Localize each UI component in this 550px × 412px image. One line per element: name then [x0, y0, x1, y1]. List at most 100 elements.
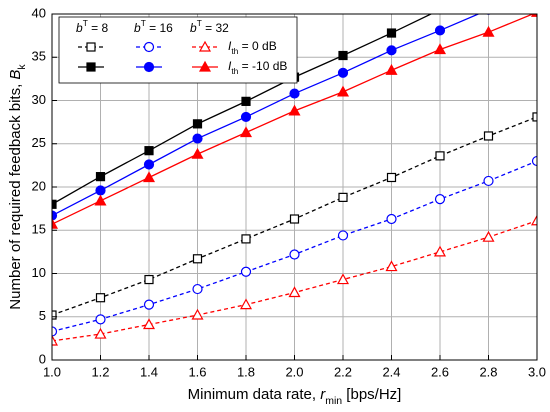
legend-marker	[86, 42, 96, 52]
marker	[532, 112, 537, 122]
marker	[143, 299, 155, 310]
marker	[435, 14, 445, 15]
marker	[241, 96, 251, 106]
marker	[239, 298, 253, 310]
marker	[289, 214, 300, 224]
marker	[289, 88, 300, 99]
x-tick-label: 3.0	[528, 364, 546, 379]
marker	[531, 155, 537, 167]
text-part: k	[16, 64, 28, 70]
text-part: B	[7, 70, 24, 80]
marker	[241, 234, 251, 244]
marker	[435, 151, 445, 161]
marker	[337, 230, 349, 241]
marker	[482, 25, 495, 37]
text-part: r	[320, 386, 326, 403]
marker	[288, 104, 301, 116]
marker	[142, 318, 156, 330]
text-part: Minimum data rate,	[188, 386, 321, 403]
marker	[192, 133, 203, 144]
legend-column-label: bT = 8	[76, 18, 108, 35]
legend-box	[58, 16, 298, 84]
marker	[240, 266, 252, 277]
text-part: b	[134, 21, 141, 35]
text-part: = 16	[146, 21, 173, 35]
text-part: b	[190, 21, 197, 35]
text-part: = 0 dB	[238, 39, 276, 53]
text-part: T	[83, 18, 88, 28]
marker	[191, 147, 204, 159]
marker	[386, 45, 397, 56]
legend-row-label: Ith = -10 dB	[228, 59, 287, 76]
marker	[288, 286, 301, 298]
legend-marker	[143, 61, 155, 73]
text-part: Number of required feedback bits,	[7, 80, 24, 310]
legend-column-label: bT = 32	[190, 18, 229, 35]
legend-column-label: bT = 16	[134, 18, 173, 35]
marker	[433, 245, 447, 257]
marker	[337, 67, 349, 78]
marker	[385, 63, 398, 75]
text-part: = -10 dB	[238, 59, 287, 73]
y-axis-label: Number of required feedback bits, Bk	[7, 64, 28, 310]
legend-row-label: Ith = 0 dB	[228, 39, 277, 56]
marker	[386, 213, 397, 225]
marker	[336, 273, 350, 285]
marker	[143, 159, 155, 170]
x-tick-label: 2.2	[334, 364, 352, 379]
legend-marker	[86, 62, 96, 72]
plot-area	[52, 14, 537, 346]
x-tick-label: 2.8	[479, 364, 497, 379]
marker	[52, 217, 59, 229]
marker	[433, 43, 447, 55]
marker	[483, 131, 494, 141]
marker	[52, 326, 58, 337]
legend-marker	[198, 40, 212, 52]
marker	[239, 126, 253, 138]
marker	[386, 172, 397, 183]
x-tick-label: 2.4	[382, 364, 400, 379]
x-tick-label: 1.2	[91, 364, 109, 379]
marker	[52, 210, 58, 221]
marker	[192, 119, 203, 129]
marker	[95, 185, 106, 196]
marker	[94, 194, 107, 206]
marker	[434, 25, 446, 36]
text-part: [bps/Hz]	[342, 386, 401, 403]
marker	[192, 254, 203, 264]
marker	[530, 214, 537, 226]
marker	[338, 192, 348, 202]
marker	[240, 111, 252, 123]
marker	[192, 283, 203, 295]
text-part: I	[228, 39, 232, 53]
marker	[289, 249, 300, 260]
text-part: = 8	[88, 21, 109, 35]
x-tick-label: 1.0	[43, 364, 61, 379]
x-tick-label: 1.8	[237, 364, 255, 379]
marker	[52, 199, 57, 209]
marker	[95, 314, 106, 325]
x-axis-label: Minimum data rate, rmin [bps/Hz]	[188, 386, 402, 407]
y-tick-label: 0	[39, 351, 46, 366]
marker	[52, 310, 57, 320]
marker	[95, 172, 106, 182]
marker	[144, 274, 154, 285]
text-part: T	[141, 18, 146, 28]
text-part: I	[228, 59, 232, 73]
marker	[142, 171, 156, 183]
marker	[191, 308, 204, 320]
text-part: = 32	[202, 21, 229, 35]
y-tick-label: 20	[32, 178, 46, 193]
marker	[95, 293, 106, 303]
y-tick-label: 30	[32, 92, 46, 107]
legend-marker	[143, 41, 155, 53]
y-tick-label: 35	[32, 49, 46, 64]
legend-marker	[198, 60, 212, 72]
y-tick-label: 15	[32, 222, 46, 237]
x-tick-label: 1.4	[140, 364, 158, 379]
y-tick-label: 10	[32, 265, 46, 280]
axes: 1.0 1.2 1.4 1.6 1.8 2.0 2.2 2.4 2.6 2.8 3.0 0 5 10 15 2…	[7, 5, 546, 406]
text-part: th	[231, 66, 238, 76]
marker	[482, 230, 495, 242]
